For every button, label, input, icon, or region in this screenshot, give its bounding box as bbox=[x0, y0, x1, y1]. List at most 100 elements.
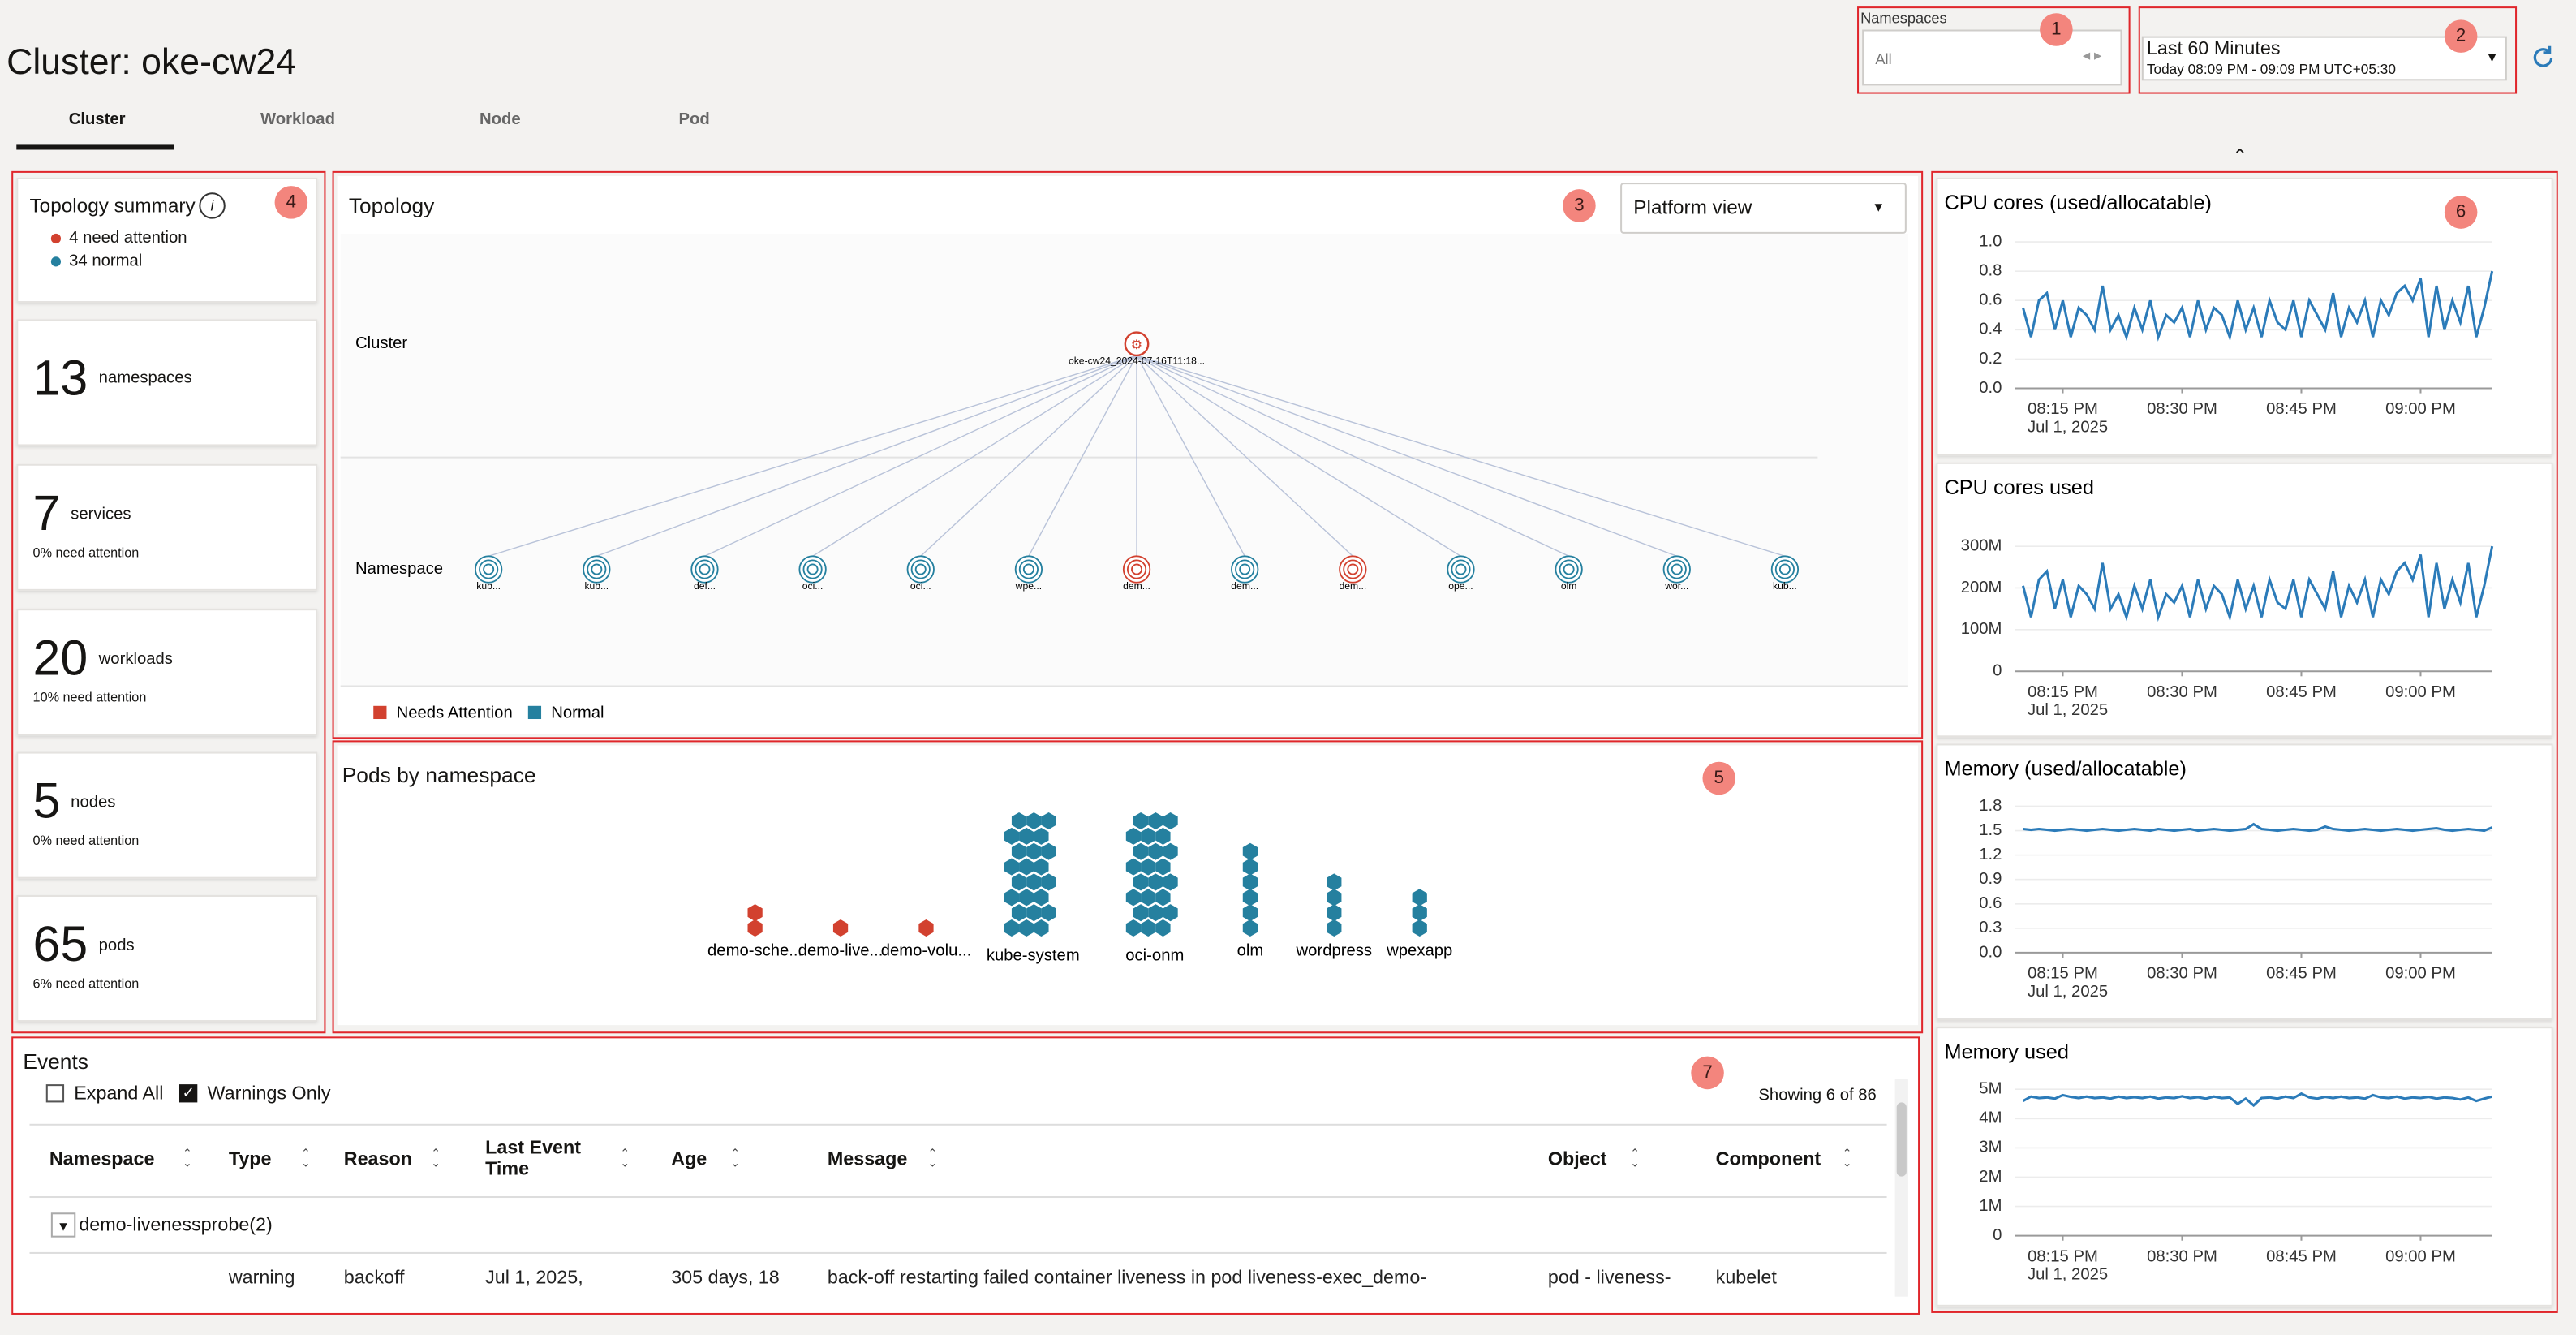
group-toggle[interactable]: ▼ bbox=[50, 1212, 76, 1238]
count-card bbox=[16, 463, 318, 591]
namespace-node bbox=[1671, 563, 1683, 575]
pod-hex bbox=[1041, 904, 1056, 922]
pod-hex bbox=[1041, 812, 1056, 830]
annotation-badge: 3 bbox=[1563, 189, 1596, 222]
namespaces-input[interactable] bbox=[1862, 29, 2122, 86]
namespaces-arrows[interactable]: ◂ ▸ bbox=[2082, 46, 2102, 64]
namespace-node bbox=[479, 559, 499, 579]
topology-edge bbox=[1136, 355, 1678, 557]
legend-swatch bbox=[373, 705, 387, 720]
sort-icon: ⌃ ⌄ bbox=[927, 1148, 938, 1170]
x-tick-label: 08:30 PM bbox=[2147, 683, 2217, 701]
pod-hex bbox=[1141, 889, 1156, 907]
pod-hex bbox=[1155, 889, 1171, 907]
pod-hex bbox=[1242, 889, 1258, 907]
card-label: workloads bbox=[98, 650, 173, 670]
column-header[interactable]: Component bbox=[1715, 1150, 1821, 1170]
card-note: 6% need attention bbox=[32, 976, 140, 992]
tab[interactable]: Node bbox=[480, 110, 521, 130]
expand-checkbox[interactable] bbox=[45, 1084, 65, 1103]
namespace-node bbox=[806, 563, 819, 575]
topology-edge bbox=[1136, 355, 1353, 557]
sort-icon: ⌃ ⌄ bbox=[301, 1148, 311, 1170]
namespace-node bbox=[1235, 559, 1255, 579]
pod-hex bbox=[1004, 827, 1020, 845]
sort-icon: ⌃ ⌄ bbox=[431, 1148, 441, 1170]
pod-group-label: demo-live... bbox=[798, 941, 884, 959]
topology-edge bbox=[1028, 355, 1137, 557]
pods-title: Pods by namespace bbox=[342, 762, 536, 788]
pod-hex bbox=[1148, 904, 1163, 922]
tab[interactable]: Cluster bbox=[68, 110, 126, 130]
column-header[interactable]: Type bbox=[228, 1150, 272, 1170]
column-header[interactable]: Message bbox=[827, 1150, 908, 1170]
header-border bbox=[29, 1195, 1887, 1199]
pod-group-label: oci-onm bbox=[1125, 946, 1184, 964]
card-note: 0% need attention bbox=[32, 545, 140, 561]
collapse-caret[interactable]: ⌃ bbox=[2232, 147, 2248, 167]
count-card bbox=[16, 894, 318, 1023]
topology-edge bbox=[704, 355, 1137, 557]
chart-title: Memory (used/allocatable) bbox=[1945, 758, 2187, 781]
namespace-label: oci... bbox=[910, 580, 931, 592]
event-cell: pod - liveness- bbox=[1547, 1268, 1671, 1289]
y-tick-label: 200M bbox=[1961, 579, 2002, 596]
tab[interactable]: Workload bbox=[260, 110, 335, 130]
pod-hex bbox=[1011, 842, 1027, 860]
pod-hex bbox=[1125, 827, 1142, 845]
column-header[interactable]: Object bbox=[1547, 1150, 1607, 1170]
namespace-label: oci... bbox=[802, 580, 824, 592]
group-border bbox=[29, 1251, 1887, 1254]
pod-hex bbox=[1034, 919, 1049, 937]
namespace-label: dem... bbox=[1123, 580, 1150, 592]
time-detail: Today 08:09 PM - 09:09 PM UTC+05:30 bbox=[2146, 61, 2396, 78]
chart-title: Memory used bbox=[1945, 1040, 2069, 1063]
view-caret[interactable]: ▼ bbox=[1872, 200, 1886, 215]
tab[interactable]: Pod bbox=[678, 110, 710, 130]
namespace-node bbox=[914, 563, 927, 575]
namespace-label: ope... bbox=[1448, 580, 1473, 592]
namespace-node bbox=[1239, 563, 1251, 575]
warnings-only-label: Warnings Only bbox=[207, 1084, 331, 1105]
pod-hex bbox=[1148, 812, 1163, 830]
column-header[interactable]: Reason bbox=[343, 1150, 412, 1170]
warnings-checkbox[interactable]: ✓ bbox=[178, 1084, 198, 1103]
pod-hex bbox=[1004, 919, 1020, 937]
scroll-thumb[interactable] bbox=[1896, 1102, 1907, 1177]
refresh-button[interactable] bbox=[2528, 43, 2557, 72]
column-header[interactable]: Age bbox=[671, 1150, 707, 1170]
namespaces-value: All bbox=[1875, 50, 1892, 68]
pod-hex bbox=[1141, 858, 1156, 876]
view-select[interactable] bbox=[1620, 183, 1907, 234]
event-cell: Jul 1, 2025, bbox=[485, 1268, 583, 1289]
y-tick-label: 5M bbox=[1979, 1080, 2002, 1098]
pod-hex bbox=[1026, 904, 1042, 922]
pod-hex bbox=[1019, 919, 1034, 937]
topology-edge bbox=[1136, 355, 1461, 557]
column-header[interactable]: Last Event Time bbox=[485, 1139, 582, 1180]
pod-hex bbox=[1041, 873, 1056, 891]
topology-title: Topology bbox=[348, 193, 435, 218]
pod-hex bbox=[1019, 858, 1034, 876]
dropdown-caret[interactable]: ▼ bbox=[2485, 50, 2499, 66]
pod-hex bbox=[1125, 889, 1142, 907]
pods-panel bbox=[332, 740, 1924, 1034]
y-tick-label: 3M bbox=[1979, 1139, 2002, 1156]
pod-hex bbox=[747, 904, 763, 922]
count-card bbox=[16, 319, 318, 446]
topology-edge bbox=[920, 355, 1137, 557]
time-filter bbox=[2138, 6, 2518, 94]
table-top-border bbox=[29, 1123, 1887, 1126]
x-tick-label: 08:30 PM bbox=[2147, 1247, 2217, 1265]
pod-hex bbox=[1412, 919, 1427, 937]
x-tick-label: 09:00 PM bbox=[2385, 965, 2456, 983]
namespace-label: dem... bbox=[1231, 580, 1258, 592]
namespace-node bbox=[910, 559, 931, 579]
pod-hex bbox=[1141, 919, 1156, 937]
info-icon[interactable]: i bbox=[199, 192, 226, 219]
column-header[interactable]: Namespace bbox=[49, 1150, 155, 1170]
pod-hex bbox=[832, 919, 849, 937]
count-card bbox=[16, 751, 318, 879]
x-tick-label: 08:15 PM bbox=[2028, 683, 2098, 701]
annotation-badge: 2 bbox=[2444, 19, 2478, 53]
